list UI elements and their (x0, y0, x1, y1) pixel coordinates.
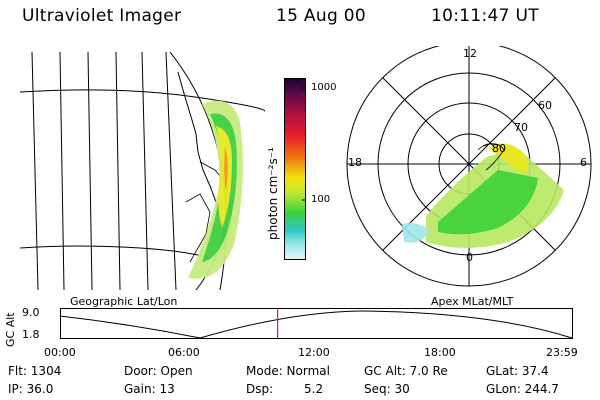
glat-readout: GLat: 37.4 (486, 364, 549, 378)
time-tick-0600: 06:00 (168, 346, 200, 359)
dsp-label: Dsp: (246, 382, 274, 396)
oval-contour (477, 143, 495, 151)
altitude-strip (60, 308, 573, 339)
gain-readout: Gain: 13 (124, 382, 175, 396)
longitude-line (59, 52, 65, 290)
color-scale (284, 78, 306, 260)
longitude-line (87, 52, 93, 290)
aurora-geo (188, 100, 243, 279)
altitude-curve (60, 310, 573, 339)
time-tick-1200: 12:00 (298, 346, 330, 359)
mlt-line (382, 77, 556, 251)
dsp-value: 5.2 (304, 382, 324, 396)
time-tick-0000: 00:00 (44, 346, 76, 359)
longitude-line (31, 52, 39, 290)
mlt-label-6: 6 (580, 156, 587, 169)
apex-panel-title: Apex MLat/MLT (431, 295, 514, 308)
mlt-label-0: 0 (466, 251, 473, 264)
longitude-line (115, 52, 121, 290)
flight-readout: Flt: 1304 (8, 364, 62, 378)
gc-alt-readout: GC Alt: 7.0 Re (364, 364, 448, 378)
mlt-label-18: 18 (348, 156, 362, 169)
ip-readout: IP: 36.0 (8, 382, 54, 396)
polar-plot (346, 46, 592, 287)
geographic-map (20, 52, 265, 290)
latitude-line (20, 89, 265, 113)
altitude-tick-high: 9.0 (22, 306, 40, 319)
date-label: 15 Aug 00 (276, 6, 366, 26)
longitude-line (141, 52, 149, 290)
latitude-line (20, 245, 221, 263)
mlt-label-12: 12 (463, 47, 477, 60)
mode-readout: Mode: Normal (246, 364, 330, 378)
lat-label-80: 80 (492, 142, 506, 155)
colorbar-unit-label: photon cm⁻²s⁻¹ (266, 147, 280, 240)
time-label: 10:11:47 UT (431, 6, 539, 26)
altitude-axis-label: GC Alt (4, 312, 17, 347)
longitude-line (165, 52, 177, 290)
time-tick-1800: 18:00 (424, 346, 456, 359)
colorbar-tick-100: 100 (311, 194, 331, 205)
lat-label-70: 70 (514, 121, 528, 134)
state-border (185, 193, 211, 263)
aurora-polar (402, 143, 564, 248)
glon-readout: GLon: 244.7 (486, 382, 559, 396)
seq-readout: Seq: 30 (364, 382, 410, 396)
door-readout: Door: Open (124, 364, 193, 378)
geo-panel-title: Geographic Lat/Lon (70, 295, 178, 308)
colorbar-tick-1000: 1000 (311, 82, 337, 93)
instrument-title: Ultraviolet Imager (22, 6, 182, 26)
lat-label-60: 60 (538, 99, 552, 112)
altitude-tick-low: 1.8 (22, 328, 40, 341)
time-tick-2359: 23:59 (546, 346, 578, 359)
